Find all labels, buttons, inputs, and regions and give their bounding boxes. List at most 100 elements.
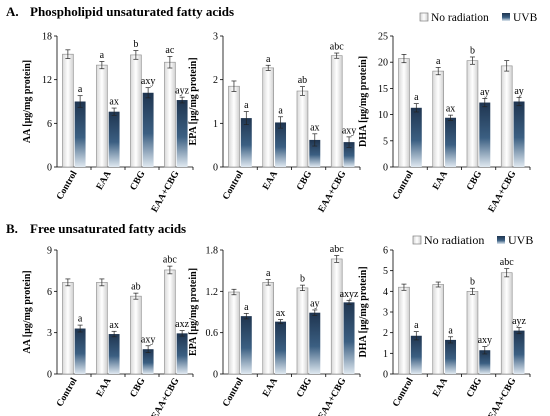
section-b-letter: B. — [6, 221, 18, 236]
y-tick-label: 3 — [47, 328, 52, 339]
bar-uvb — [108, 334, 120, 374]
y-tick-label: 1.8 — [206, 246, 219, 257]
bar-uvb — [275, 321, 287, 374]
bar-uvb — [176, 100, 188, 167]
significance-label: ab — [298, 75, 307, 86]
significance-label: a — [266, 54, 271, 65]
x-tick-label: Control — [391, 169, 416, 202]
y-tick-label: 9 — [47, 246, 52, 257]
y-tick-label: 1 — [213, 119, 218, 130]
bar-uvb — [445, 117, 457, 167]
legend-b-uvb-swatch — [497, 236, 505, 244]
y-axis-title: EPA [μg/mg protein] — [188, 57, 199, 145]
bar-uvb — [108, 111, 120, 167]
bar-no-radiation — [164, 269, 176, 375]
bar-no-radiation — [296, 90, 309, 168]
bar-no-radiation — [62, 53, 74, 168]
legend-a-no-radiation-swatch — [419, 12, 429, 22]
y-tick-label: 20 — [378, 58, 388, 69]
y-tick-label: 5 — [383, 136, 388, 147]
bar-no-radiation — [96, 282, 108, 375]
bar-no-radiation — [330, 258, 343, 375]
y-tick-label: 0 — [47, 370, 52, 381]
chart-6: 0 1 2 3 4 5 6 DHA [μg/mg protein] Control EAA CBG E… — [358, 246, 531, 416]
legend-b-no-radiation-label: No radiation — [424, 233, 484, 247]
significance-label: a — [448, 325, 453, 336]
legend-b-no-radiation-swatch — [412, 235, 422, 245]
y-tick-label: 10 — [378, 110, 388, 121]
bar-no-radiation — [164, 61, 176, 168]
x-tick-label: EAA+CBG — [317, 376, 349, 416]
significance-label: axz — [175, 319, 189, 330]
x-tick-label: EAA+CBG — [487, 169, 519, 214]
legend-a-uvb-swatch — [502, 13, 510, 21]
significance-label: axy — [478, 335, 492, 346]
legend-a: No radiation UVB — [419, 12, 538, 24]
bar-no-radiation — [96, 64, 108, 168]
bar-no-radiation — [466, 60, 479, 168]
significance-label: a — [244, 100, 249, 111]
legend-a-uvb-label: UVB — [513, 12, 538, 24]
bar-no-radiation — [432, 70, 444, 168]
bar-no-radiation — [500, 65, 513, 168]
significance-label: b — [470, 45, 475, 56]
significance-label: abc — [330, 244, 344, 255]
significance-label: a — [78, 314, 83, 325]
y-tick-label: 25 — [378, 32, 388, 43]
bar-no-radiation — [130, 295, 142, 375]
bar-uvb — [142, 349, 154, 374]
y-tick-label: 15 — [378, 84, 388, 95]
x-tick-label: EAA — [431, 376, 450, 398]
x-tick-label: EAA — [95, 169, 114, 191]
x-tick-label: Control — [391, 376, 416, 409]
significance-label: b — [133, 39, 138, 50]
bar-uvb — [74, 101, 86, 167]
bar-uvb — [240, 316, 252, 374]
bar-uvb — [343, 142, 355, 167]
significance-label: a — [78, 84, 83, 95]
y-tick-label: 18 — [42, 32, 52, 43]
x-tick-label: Control — [221, 169, 246, 202]
x-tick-label: EAA — [261, 376, 280, 398]
y-axis-title: EPA [μg/mg protein] — [188, 268, 199, 356]
significance-label: a — [100, 50, 105, 61]
y-axis-title: DHA [μg/mg protein] — [358, 56, 369, 147]
significance-label: a — [436, 56, 441, 67]
y-axis-title: DHA [μg/mg protein] — [358, 266, 369, 357]
bar-no-radiation — [296, 287, 309, 375]
x-tick-label: Control — [221, 376, 246, 409]
x-tick-label: CBG — [129, 169, 148, 192]
y-tick-label: 1 — [383, 349, 388, 360]
bar-uvb — [343, 302, 355, 374]
bar-uvb — [479, 350, 491, 374]
significance-label: ax — [109, 320, 118, 331]
legend-a-no-radiation-label: No radiation — [431, 12, 489, 24]
significance-label: ay — [480, 87, 489, 98]
y-tick-label: 4 — [383, 287, 388, 298]
x-tick-label: CBG — [465, 376, 484, 399]
bar-uvb — [410, 335, 422, 374]
y-tick-label: 0 — [383, 163, 388, 174]
y-tick-label: 12 — [42, 75, 52, 86]
significance-label: ax — [109, 97, 118, 108]
significance-label: ay — [514, 86, 523, 97]
y-axis-title: AA [μg/mg protein] — [22, 270, 33, 353]
bar-no-radiation — [262, 282, 274, 375]
significance-label: b — [470, 277, 475, 288]
y-tick-label: 0 — [47, 163, 52, 174]
x-tick-label: CBG — [295, 169, 314, 192]
y-tick-label: 5 — [383, 266, 388, 277]
significance-label: a — [278, 105, 283, 116]
x-tick-label: CBG — [129, 376, 148, 399]
chart-5: 0 0.6 1.2 1.8 EPA [μg/mg protein] Control EAA C… — [188, 244, 361, 416]
bar-uvb — [445, 339, 457, 374]
x-tick-label: EAA+CBG — [150, 376, 182, 416]
bar-no-radiation — [330, 55, 343, 168]
significance-label: abc — [330, 42, 344, 53]
significance-label: axy — [141, 76, 155, 87]
y-tick-label: 3 — [213, 32, 218, 43]
bar-uvb — [513, 101, 525, 167]
bar-uvb — [142, 92, 154, 167]
legend-b-uvb-label: UVB — [508, 233, 533, 247]
bar-no-radiation — [500, 272, 513, 375]
